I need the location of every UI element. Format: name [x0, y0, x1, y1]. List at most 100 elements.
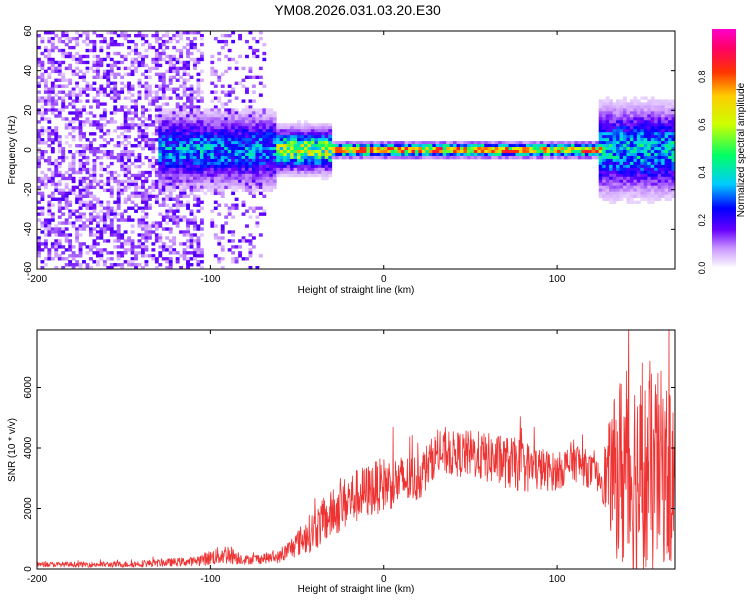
- spectrogram-cell: [175, 150, 180, 154]
- spectrogram-cell: [102, 138, 107, 142]
- spectrogram-cell: [68, 233, 73, 237]
- spectrogram-cell: [657, 108, 662, 112]
- spectrogram-cell: [633, 182, 638, 187]
- spectrogram-cell: [154, 54, 159, 59]
- spectrogram-cell: [238, 114, 242, 118]
- spectrogram-cell: [189, 75, 194, 80]
- spectrogram-cell: [196, 209, 201, 213]
- spectrogram-cell: [349, 150, 353, 154]
- spectrogram-cell: [262, 147, 267, 151]
- spectrogram-cell: [186, 182, 190, 187]
- spectrogram-cell: [186, 117, 190, 121]
- spectrogram-cell: [487, 152, 492, 157]
- spectrogram-cell: [328, 132, 333, 136]
- spectrogram-cell: [220, 105, 225, 109]
- spectrogram-cell: [54, 185, 59, 190]
- spectrogram-cell: [328, 173, 333, 178]
- spectrogram-cell: [654, 194, 659, 199]
- spectrogram-cell: [602, 191, 607, 196]
- spectrogram-cell: [664, 182, 669, 187]
- spectrogram-cell: [134, 105, 138, 109]
- spectrogram-cell: [199, 176, 204, 181]
- spectrogram-cell: [161, 123, 166, 127]
- spectrogram-cell: [113, 239, 118, 243]
- spectrogram-cell: [186, 42, 190, 47]
- spectrogram-cell: [71, 185, 76, 190]
- spectrogram-cell: [636, 99, 641, 103]
- spectrogram-cell: [636, 105, 641, 109]
- spectrogram-cell: [380, 141, 385, 145]
- spectrogram-cell: [109, 42, 114, 47]
- spectrogram-cell: [95, 200, 100, 204]
- spectrogram-cell: [269, 132, 274, 136]
- spectrogram-cell: [61, 233, 66, 237]
- spectrogram-cell: [168, 60, 173, 65]
- spectrogram-cell: [57, 257, 62, 261]
- spectrogram-cell: [137, 218, 142, 222]
- spectrogram-cell: [71, 257, 76, 261]
- spectrogram-cell: [394, 150, 399, 154]
- spectrogram-cell: [165, 164, 170, 169]
- spectrogram-cell: [463, 150, 468, 154]
- spectrogram-cell: [612, 188, 617, 193]
- spectrogram-cell: [643, 135, 648, 139]
- spectrogram-cell: [189, 152, 194, 157]
- spectrogram-cell: [134, 102, 138, 106]
- spectrogram-cell: [664, 147, 669, 151]
- spectrogram-cell: [657, 144, 662, 148]
- spectrogram-cell: [245, 117, 249, 121]
- spectrogram-cell: [165, 212, 170, 216]
- spectrogram-cell: [203, 152, 208, 157]
- spectrogram-cell: [640, 191, 645, 196]
- spectrogram-cell: [293, 158, 298, 163]
- spectrogram-cell: [71, 167, 76, 172]
- spectrogram-cell: [172, 108, 177, 112]
- spectrogram-cell: [109, 96, 114, 100]
- spectrogram-cell: [622, 191, 627, 196]
- spectrogram-cell: [134, 194, 138, 199]
- spectrogram-cell: [43, 263, 48, 267]
- spectrogram-cell: [262, 114, 267, 118]
- spectrogram-cell: [217, 242, 222, 246]
- spectrogram-cell: [283, 167, 288, 172]
- spectrogram-cell: [82, 60, 86, 65]
- spectrogram-cell: [102, 39, 107, 44]
- spectrogram-cell: [182, 182, 187, 187]
- spectrogram-cell: [220, 164, 225, 169]
- spectrogram-cell: [317, 126, 322, 130]
- spectrogram-cell: [609, 108, 613, 112]
- spectrogram-cell: [550, 141, 555, 145]
- spectrogram-cell: [470, 155, 475, 160]
- spectrogram-cell: [654, 197, 659, 201]
- spectrogram-cell: [109, 212, 114, 216]
- spectrogram-cell: [158, 161, 163, 166]
- spectrogram-cell: [217, 182, 222, 187]
- spectrogram-cell: [123, 120, 128, 124]
- spectrogram-cell: [189, 147, 194, 151]
- spectrogram-cell: [605, 197, 610, 201]
- spectrogram-cell: [196, 260, 201, 264]
- spectrogram-cell: [99, 230, 104, 234]
- spectrogram-cell: [199, 221, 204, 225]
- spectrogram-cell: [286, 170, 291, 175]
- spectrogram-cell: [199, 78, 204, 82]
- spectrogram-cell: [54, 93, 59, 97]
- spectrogram-cell: [553, 147, 558, 151]
- spectrogram-cell: [147, 42, 152, 47]
- spectrogram-cell: [661, 150, 665, 154]
- spectrogram-cell: [442, 144, 447, 148]
- spectrogram-cell: [161, 108, 166, 112]
- spectrogram-cell: [255, 182, 260, 187]
- spectrogram-cell: [234, 206, 239, 210]
- spectrogram-cell: [168, 66, 173, 71]
- spectrogram-cell: [234, 203, 239, 207]
- spectrogram-cell: [186, 51, 190, 56]
- spectrogram-cell: [376, 152, 381, 157]
- spectrogram-cell: [265, 179, 270, 184]
- spectrogram-cell: [616, 117, 620, 121]
- spectrogram-cell: [633, 173, 638, 178]
- spectrogram-cell: [106, 31, 111, 35]
- spectrogram-cell: [85, 251, 90, 255]
- spectrogram-cell: [622, 152, 627, 157]
- spectrogram-cell: [220, 138, 225, 142]
